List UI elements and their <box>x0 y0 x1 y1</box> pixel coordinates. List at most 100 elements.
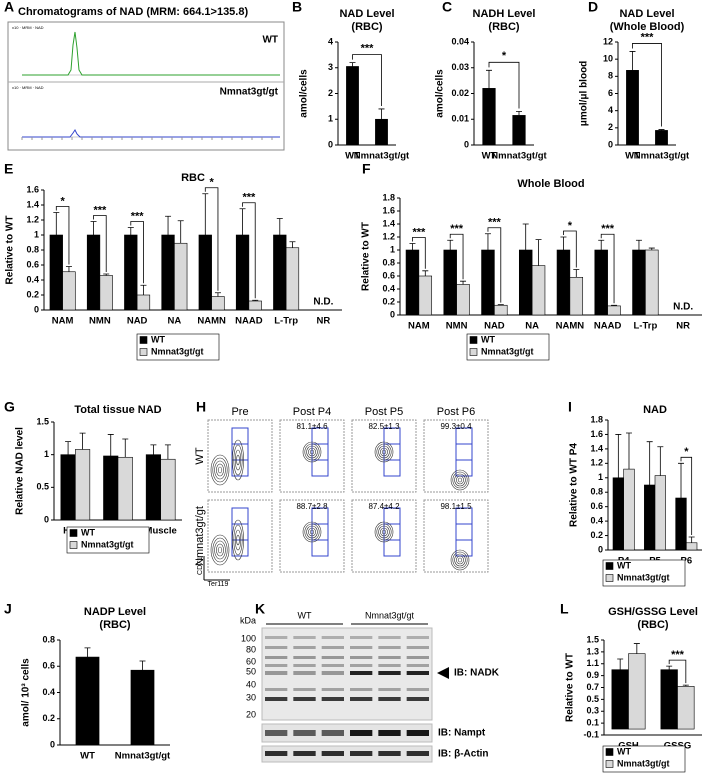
error-bar <box>107 434 114 456</box>
band <box>321 664 344 667</box>
x-tick-label: NR <box>317 316 331 327</box>
bar <box>198 234 212 311</box>
error-bar <box>658 129 665 131</box>
error-bar <box>140 284 147 295</box>
contour <box>457 557 463 563</box>
x-tick-label: WT <box>482 151 497 162</box>
error-bar <box>103 273 110 276</box>
gate <box>311 539 329 557</box>
contour <box>217 466 223 474</box>
bar <box>273 234 287 311</box>
group-label: WT <box>298 610 312 620</box>
error-bar <box>535 239 542 266</box>
band <box>265 664 288 667</box>
y-tick-label: 0.01 <box>451 114 469 124</box>
error-bar <box>447 239 454 250</box>
y-tick-label: 0.2 <box>26 289 39 299</box>
panel-letter: I <box>568 399 572 415</box>
flow-percentage: 81.1±4.6 <box>296 422 328 431</box>
band <box>350 636 373 639</box>
legend-swatch <box>69 529 78 537</box>
y-tick-label: 0.2 <box>42 713 55 723</box>
x-tick-label: P6 <box>681 556 693 567</box>
contour <box>217 546 223 554</box>
bar <box>136 294 151 311</box>
flow-percentage: 88.7±2.8 <box>296 502 328 511</box>
bar <box>86 234 101 311</box>
contour <box>306 445 318 459</box>
band <box>265 751 288 756</box>
y-tick-label: 0.4 <box>590 515 603 525</box>
error-bar <box>79 432 86 450</box>
flow-row-label: WT <box>194 447 206 464</box>
flow-x-axis: Ter119 <box>208 581 229 588</box>
significance-bracket <box>352 54 382 106</box>
significance-label: *** <box>671 649 685 661</box>
bar <box>512 115 526 146</box>
flow-percentage: 99.3±0.4 <box>440 422 472 431</box>
blot <box>261 723 433 743</box>
contour <box>210 534 230 566</box>
band <box>293 697 316 701</box>
contour <box>374 521 394 543</box>
trace-header: x10 · MRM · NAD <box>12 25 44 30</box>
y-tick-label: 0 <box>390 309 395 319</box>
contour <box>450 549 470 571</box>
error-bar <box>629 51 636 71</box>
legend-swatch <box>139 336 148 344</box>
legend-label: Nmnat3gt/gt <box>81 539 134 549</box>
y-axis-label: amol/cells <box>299 69 310 118</box>
band <box>378 671 401 675</box>
x-tick-label: NAM <box>52 316 74 327</box>
error-bar <box>409 243 416 250</box>
band <box>293 751 316 756</box>
y-tick-label: 1.6 <box>382 205 395 215</box>
y-tick-label: 0.1 <box>586 718 599 728</box>
x-tick-label: Nmnat3gt/gt <box>115 751 171 762</box>
error-bar <box>252 299 259 301</box>
chart-title: GSH/GSSG Level <box>608 606 698 618</box>
error-bar <box>625 432 632 470</box>
legend-box <box>602 559 686 587</box>
contour <box>308 527 316 537</box>
legend-swatch <box>605 760 614 768</box>
bar <box>456 284 470 316</box>
y-tick-label: 0.4 <box>26 274 39 284</box>
x-tick-label: L-Trp <box>634 321 658 332</box>
x-tick-label: NMN <box>446 321 468 332</box>
flow-column-label: Pre <box>231 406 248 418</box>
bar <box>482 88 496 146</box>
significance-bracket <box>412 237 426 269</box>
significance-label: *** <box>641 31 655 43</box>
chromatogram-title: Chromatograms of NAD (MRM: 664.1>135.8) <box>18 6 248 18</box>
error-bar <box>615 434 622 478</box>
contour <box>304 443 320 461</box>
blot <box>261 745 433 763</box>
significance-bracket <box>449 233 464 280</box>
y-tick-label: 1.1 <box>586 658 599 668</box>
y-tick-label: 0 <box>44 514 49 524</box>
significance-label: *** <box>412 226 426 238</box>
contour <box>381 529 387 535</box>
error-bar <box>164 444 171 460</box>
y-tick-label: 8 <box>608 71 613 81</box>
y-tick-label: 0 <box>50 739 55 749</box>
contour <box>302 441 322 463</box>
bar <box>145 454 161 521</box>
chart-title: NAD <box>643 404 667 416</box>
band <box>406 664 429 667</box>
y-tick-label: 0.4 <box>382 283 395 293</box>
bar <box>611 669 629 730</box>
y-axis-label: amol/ 10³ cells <box>21 658 32 727</box>
legend-label: WT <box>617 560 631 570</box>
contour <box>236 454 240 466</box>
band <box>265 697 288 701</box>
band <box>406 697 429 701</box>
panel-letter: B <box>292 0 302 15</box>
band <box>293 646 316 649</box>
bar <box>211 296 225 311</box>
flow-column-label: Post P5 <box>365 406 404 418</box>
y-tick-label: 0.6 <box>382 270 395 280</box>
band <box>321 751 344 756</box>
gate <box>231 459 249 477</box>
